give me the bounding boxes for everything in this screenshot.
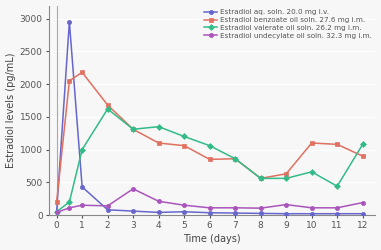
Estradiol benzoate oil soln. 27.6 mg i.m. — [233, 157, 237, 160]
Estradiol aq. soln. 20.0 mg i.v. — [80, 186, 85, 188]
Estradiol benzoate oil soln. 27.6 mg i.m. — [335, 143, 339, 146]
Estradiol undecylate oil soln. 32.3 mg i.m. — [335, 206, 339, 209]
Estradiol aq. soln. 20.0 mg i.v. — [360, 212, 365, 215]
Estradiol aq. soln. 20.0 mg i.v. — [284, 212, 288, 215]
Line: Estradiol undecylate oil soln. 32.3 mg i.m.: Estradiol undecylate oil soln. 32.3 mg i… — [54, 187, 365, 214]
X-axis label: Time (days): Time (days) — [183, 234, 241, 244]
Legend: Estradiol aq. soln. 20.0 mg i.v., Estradiol benzoate oil soln. 27.6 mg i.m., Est: Estradiol aq. soln. 20.0 mg i.v., Estrad… — [203, 8, 373, 40]
Estradiol valerate oil soln. 26.2 mg i.m. — [207, 144, 212, 147]
Estradiol undecylate oil soln. 32.3 mg i.m. — [284, 203, 288, 206]
Estradiol benzoate oil soln. 27.6 mg i.m. — [156, 142, 161, 144]
Estradiol benzoate oil soln. 27.6 mg i.m. — [207, 158, 212, 161]
Estradiol benzoate oil soln. 27.6 mg i.m. — [284, 172, 288, 175]
Estradiol valerate oil soln. 26.2 mg i.m. — [182, 135, 186, 138]
Estradiol undecylate oil soln. 32.3 mg i.m. — [309, 206, 314, 209]
Estradiol valerate oil soln. 26.2 mg i.m. — [54, 210, 59, 213]
Estradiol undecylate oil soln. 32.3 mg i.m. — [106, 204, 110, 207]
Estradiol valerate oil soln. 26.2 mg i.m. — [284, 177, 288, 180]
Estradiol undecylate oil soln. 32.3 mg i.m. — [156, 200, 161, 203]
Estradiol undecylate oil soln. 32.3 mg i.m. — [207, 206, 212, 209]
Estradiol undecylate oil soln. 32.3 mg i.m. — [233, 206, 237, 209]
Y-axis label: Estradiol levels (pg/mL): Estradiol levels (pg/mL) — [6, 52, 16, 168]
Estradiol valerate oil soln. 26.2 mg i.m. — [233, 157, 237, 160]
Estradiol aq. soln. 20.0 mg i.v. — [182, 210, 186, 213]
Estradiol aq. soln. 20.0 mg i.v. — [207, 211, 212, 214]
Line: Estradiol valerate oil soln. 26.2 mg i.m.: Estradiol valerate oil soln. 26.2 mg i.m… — [54, 107, 365, 214]
Estradiol valerate oil soln. 26.2 mg i.m. — [335, 185, 339, 188]
Estradiol aq. soln. 20.0 mg i.v. — [335, 212, 339, 215]
Estradiol undecylate oil soln. 32.3 mg i.m. — [360, 201, 365, 204]
Estradiol undecylate oil soln. 32.3 mg i.m. — [182, 204, 186, 207]
Estradiol valerate oil soln. 26.2 mg i.m. — [106, 108, 110, 110]
Estradiol benzoate oil soln. 27.6 mg i.m. — [360, 154, 365, 158]
Line: Estradiol benzoate oil soln. 27.6 mg i.m.: Estradiol benzoate oil soln. 27.6 mg i.m… — [54, 70, 365, 204]
Estradiol aq. soln. 20.0 mg i.v. — [156, 211, 161, 214]
Estradiol aq. soln. 20.0 mg i.v. — [233, 212, 237, 214]
Estradiol benzoate oil soln. 27.6 mg i.m. — [54, 200, 59, 203]
Estradiol undecylate oil soln. 32.3 mg i.m. — [131, 187, 135, 190]
Estradiol valerate oil soln. 26.2 mg i.m. — [156, 125, 161, 128]
Estradiol valerate oil soln. 26.2 mg i.m. — [80, 148, 85, 151]
Estradiol undecylate oil soln. 32.3 mg i.m. — [54, 211, 59, 214]
Estradiol aq. soln. 20.0 mg i.v. — [54, 210, 59, 213]
Estradiol benzoate oil soln. 27.6 mg i.m. — [131, 128, 135, 131]
Estradiol benzoate oil soln. 27.6 mg i.m. — [182, 144, 186, 147]
Estradiol undecylate oil soln. 32.3 mg i.m. — [67, 206, 72, 209]
Estradiol aq. soln. 20.0 mg i.v. — [131, 210, 135, 212]
Estradiol aq. soln. 20.0 mg i.v. — [258, 212, 263, 215]
Estradiol undecylate oil soln. 32.3 mg i.m. — [258, 207, 263, 210]
Estradiol valerate oil soln. 26.2 mg i.m. — [309, 170, 314, 173]
Estradiol benzoate oil soln. 27.6 mg i.m. — [67, 79, 72, 82]
Estradiol valerate oil soln. 26.2 mg i.m. — [67, 200, 72, 203]
Estradiol benzoate oil soln. 27.6 mg i.m. — [80, 71, 85, 74]
Estradiol aq. soln. 20.0 mg i.v. — [309, 212, 314, 215]
Estradiol valerate oil soln. 26.2 mg i.m. — [360, 143, 365, 146]
Estradiol valerate oil soln. 26.2 mg i.m. — [131, 128, 135, 131]
Estradiol undecylate oil soln. 32.3 mg i.m. — [80, 204, 85, 207]
Estradiol benzoate oil soln. 27.6 mg i.m. — [258, 177, 263, 180]
Line: Estradiol aq. soln. 20.0 mg i.v.: Estradiol aq. soln. 20.0 mg i.v. — [54, 20, 365, 216]
Estradiol benzoate oil soln. 27.6 mg i.m. — [106, 104, 110, 106]
Estradiol valerate oil soln. 26.2 mg i.m. — [258, 177, 263, 180]
Estradiol aq. soln. 20.0 mg i.v. — [67, 20, 72, 24]
Estradiol aq. soln. 20.0 mg i.v. — [106, 208, 110, 211]
Estradiol benzoate oil soln. 27.6 mg i.m. — [309, 142, 314, 144]
